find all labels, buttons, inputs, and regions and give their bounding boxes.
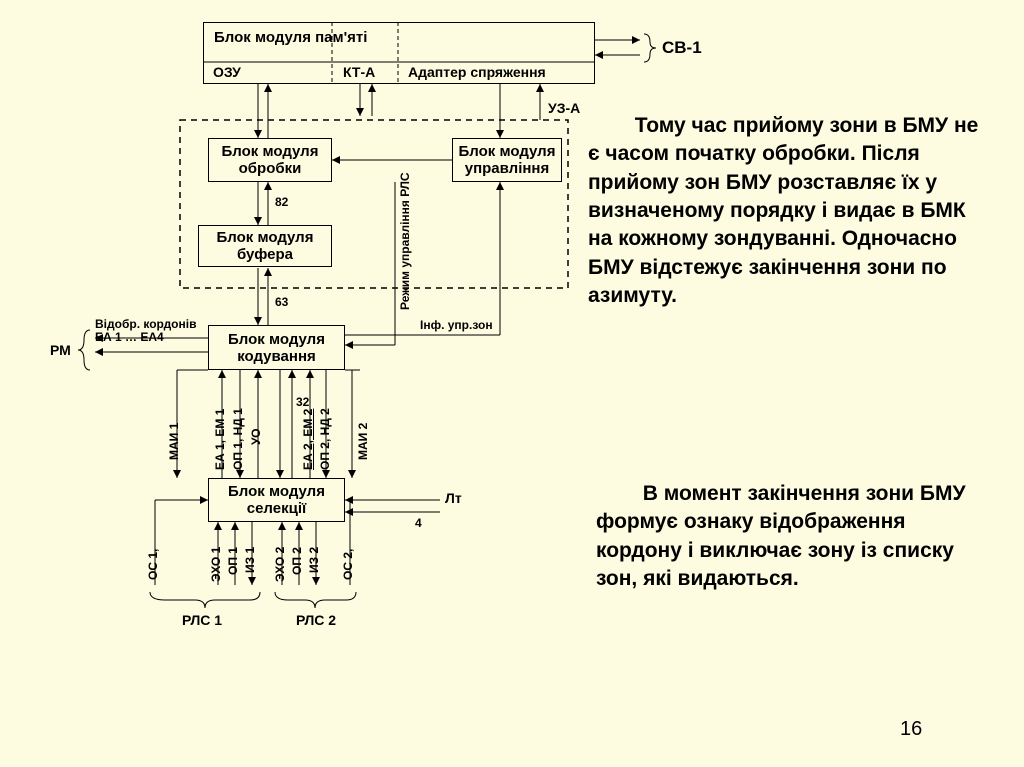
- control-block: Блок модуля управління: [452, 138, 562, 182]
- op1b: ОП 1: [226, 547, 240, 575]
- page-number: 16: [900, 718, 922, 741]
- ea1: ЕА 1, ЕМ 1: [213, 409, 227, 470]
- echo2: ЭХО 2: [273, 547, 287, 582]
- sv1-label: СВ-1: [662, 38, 702, 58]
- rls2: РЛС 2: [296, 612, 336, 628]
- selection-block: Блок модуля селекції: [208, 478, 345, 522]
- rls1: РЛС 1: [182, 612, 222, 628]
- coding-block: Блок модуля кодування: [208, 325, 345, 370]
- borders-label: Відобр. кордонів ЕА 1 … ЕА4: [95, 318, 196, 344]
- n82: 82: [275, 195, 288, 209]
- os1: ОС 1,: [146, 549, 160, 580]
- rm-label: РМ: [50, 342, 71, 358]
- op2nd2: ОП 2, НД 2: [318, 408, 332, 470]
- adapter-label: Адаптер спряження: [408, 64, 546, 80]
- para2: В момент закінчення зони БМУ формує озна…: [596, 480, 986, 593]
- buffer-block: Блок модуля буфера: [198, 225, 332, 267]
- iz2: ИЗ 2: [307, 547, 321, 573]
- rls-mode: Режим управління РЛС: [398, 172, 412, 310]
- op2b: ОП 2: [290, 547, 304, 575]
- os2: ОС 2,: [341, 549, 355, 580]
- n63: 63: [275, 295, 288, 309]
- echo1: ЭХО 1: [209, 547, 223, 582]
- iz1: ИЗ 1: [243, 547, 257, 573]
- ea2: ЕА 2, ЕМ 2: [301, 409, 315, 470]
- uo: УО: [249, 429, 263, 446]
- n4: 4: [415, 516, 422, 530]
- para1: Тому час прийому зони в БМУ не є часом п…: [588, 112, 983, 310]
- n32: 32: [296, 395, 309, 409]
- mai2: МАИ 2: [356, 423, 370, 460]
- processing-block: Блок модуля обробки: [208, 138, 332, 182]
- uza-label: УЗ-А: [548, 100, 580, 116]
- kta-label: КТ-А: [343, 64, 375, 80]
- inf-upr: Інф. упр.зон: [420, 318, 493, 332]
- op1nd1: ОП 1, НД 1: [231, 408, 245, 470]
- lt: Лт: [445, 490, 462, 506]
- ozu-label: ОЗУ: [213, 64, 241, 80]
- mai1: МАИ 1: [167, 423, 181, 460]
